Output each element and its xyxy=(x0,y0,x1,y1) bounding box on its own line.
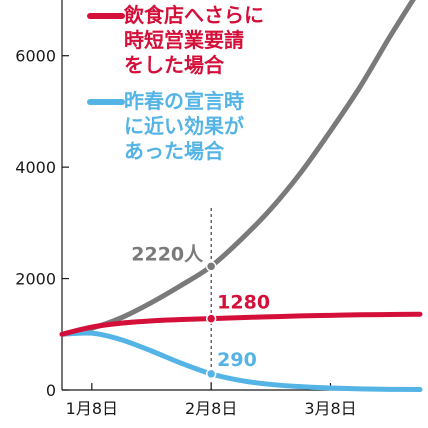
legend-label: 時短営業要請 xyxy=(124,28,244,52)
annotation-marker xyxy=(205,368,217,380)
series-line-0 xyxy=(59,0,416,337)
annotation-label: 2220人 xyxy=(131,243,204,265)
annotation-marker xyxy=(205,261,217,272)
annotation-label: 1280 xyxy=(217,292,270,314)
series-line-2 xyxy=(59,330,423,393)
series-layer xyxy=(59,0,423,393)
annotation-marker xyxy=(205,313,217,324)
x-tick-label: 2月8日 xyxy=(185,399,237,418)
series-line-1 xyxy=(59,311,423,337)
y-tick-label: 6000 xyxy=(15,47,56,66)
y-tick-label: 4000 xyxy=(15,158,56,177)
legend-label: をした場合 xyxy=(124,53,225,77)
x-tick-label: 3月8日 xyxy=(304,399,356,418)
legend-label: に近い効果が xyxy=(124,114,244,138)
y-tick-label: 2000 xyxy=(15,270,56,289)
axes: 0 2000 4000 6000 1月8日 2月8日 3月8日 xyxy=(15,0,420,418)
annotation-layer: 2220人 1280 290 xyxy=(129,241,272,380)
y-tick-label: 0 xyxy=(46,381,56,400)
x-tick-label: 1月8日 xyxy=(66,399,118,418)
annotation-label: 290 xyxy=(217,349,257,371)
legend-label: あった場合 xyxy=(124,139,225,163)
legend-label: 昨春の宣言時 xyxy=(124,89,244,113)
legend-label: 飲食店へさらに xyxy=(123,3,264,27)
